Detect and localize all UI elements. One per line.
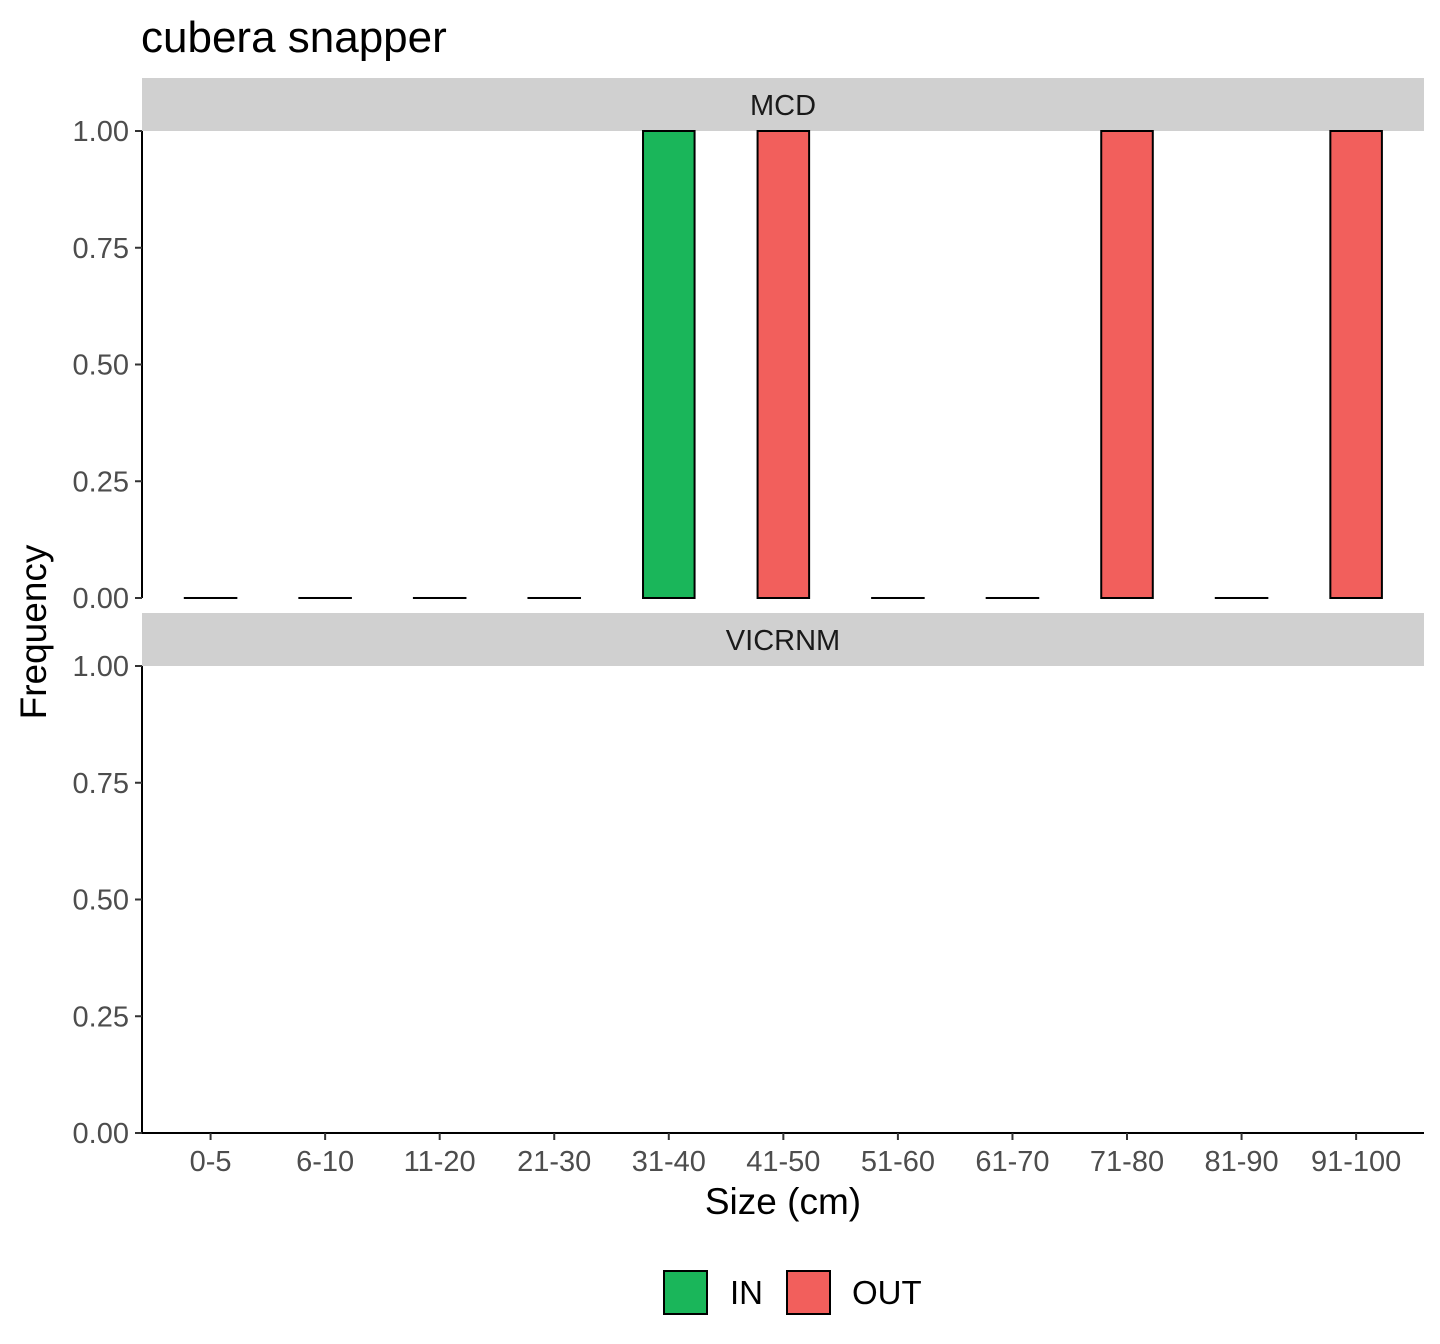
x-tick-label: 61-70 [975, 1146, 1049, 1178]
y-tick-label: 1.00 [73, 116, 129, 148]
facet-strip-label: MCD [750, 90, 816, 122]
bar-41-50 [756, 130, 811, 599]
y-tick-label: 1.00 [73, 651, 129, 683]
legend-key-out [786, 1270, 831, 1315]
facet-strip [142, 613, 1424, 666]
y-tick-label: 0.50 [73, 885, 129, 917]
y-tick-label: 0.25 [73, 466, 129, 498]
y-tick-label: 0.75 [73, 233, 129, 265]
panel-mcd: MCD 0.00 0.25 0.50 0.75 1.00 [73, 78, 1424, 615]
panel-vicrnm: VICRNM 0.00 0.25 0.50 0.75 1.00 0-5 6-10 11-20 21… [73, 613, 1424, 1178]
y-tick-label: 0.00 [73, 583, 129, 615]
y-tick-label: 0.50 [73, 350, 129, 382]
x-axis-title: Size (cm) [705, 1181, 861, 1222]
bar-91-100 [1329, 130, 1383, 599]
x-tick-label: 0-5 [190, 1146, 232, 1178]
legend-label-out: OUT [852, 1274, 922, 1311]
bar-31-40 [642, 130, 696, 599]
facet-strip [142, 78, 1424, 131]
legend: IN OUT [663, 1270, 922, 1315]
x-tick-label: 31-40 [632, 1146, 706, 1178]
legend-key-in [663, 1270, 708, 1315]
x-tick-label: 51-60 [861, 1146, 935, 1178]
y-tick-label: 0.00 [73, 1118, 129, 1150]
y-tick-label: 0.25 [73, 1001, 129, 1033]
x-tick-label: 81-90 [1204, 1146, 1278, 1178]
y-tick-label: 0.75 [73, 768, 129, 800]
bar-71-80 [1100, 130, 1154, 599]
facet-strip-label: VICRNM [726, 625, 840, 657]
chart-title: cubera snapper [141, 13, 447, 62]
y-axis-title: Frequency [13, 544, 54, 719]
x-tick-label: 11-20 [404, 1146, 476, 1178]
x-tick-label: 71-80 [1090, 1146, 1164, 1178]
x-tick-label: 41-50 [746, 1146, 820, 1178]
x-tick-label: 6-10 [296, 1146, 354, 1178]
legend-label-in: IN [730, 1274, 763, 1311]
x-tick-label: 91-100 [1311, 1146, 1401, 1178]
x-tick-label: 21-30 [517, 1146, 591, 1178]
